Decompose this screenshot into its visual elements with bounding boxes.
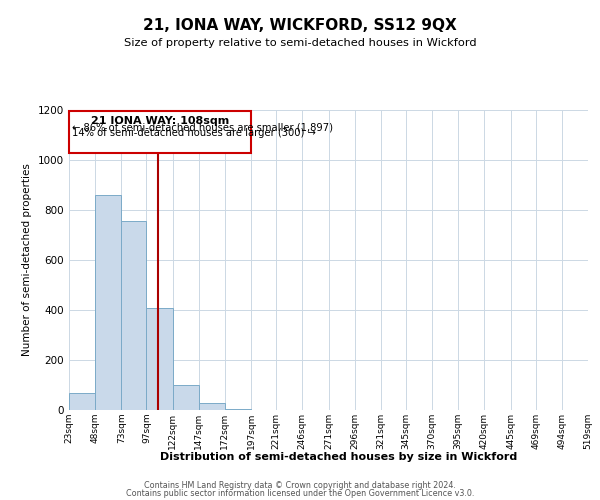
Text: Distribution of semi-detached houses by size in Wickford: Distribution of semi-detached houses by …	[160, 452, 518, 462]
Text: 21 IONA WAY: 108sqm: 21 IONA WAY: 108sqm	[91, 116, 229, 126]
Bar	[121, 221, 146, 410]
Y-axis label: Number of semi-detached properties: Number of semi-detached properties	[22, 164, 32, 356]
Bar	[146, 308, 173, 410]
Text: 21, IONA WAY, WICKFORD, SS12 9QX: 21, IONA WAY, WICKFORD, SS12 9QX	[143, 18, 457, 32]
Bar	[225, 409, 251, 410]
Text: Size of property relative to semi-detached houses in Wickford: Size of property relative to semi-detach…	[124, 38, 476, 48]
Bar	[173, 385, 199, 410]
Bar	[69, 392, 95, 410]
Bar	[95, 195, 121, 410]
Text: 14% of semi-detached houses are larger (300) →: 14% of semi-detached houses are larger (…	[72, 128, 316, 138]
Text: ← 86% of semi-detached houses are smaller (1,897): ← 86% of semi-detached houses are smalle…	[72, 122, 333, 132]
Text: Contains HM Land Registry data © Crown copyright and database right 2024.: Contains HM Land Registry data © Crown c…	[144, 480, 456, 490]
Text: Contains public sector information licensed under the Open Government Licence v3: Contains public sector information licen…	[126, 490, 474, 498]
FancyBboxPatch shape	[69, 112, 251, 152]
Bar	[199, 403, 225, 410]
